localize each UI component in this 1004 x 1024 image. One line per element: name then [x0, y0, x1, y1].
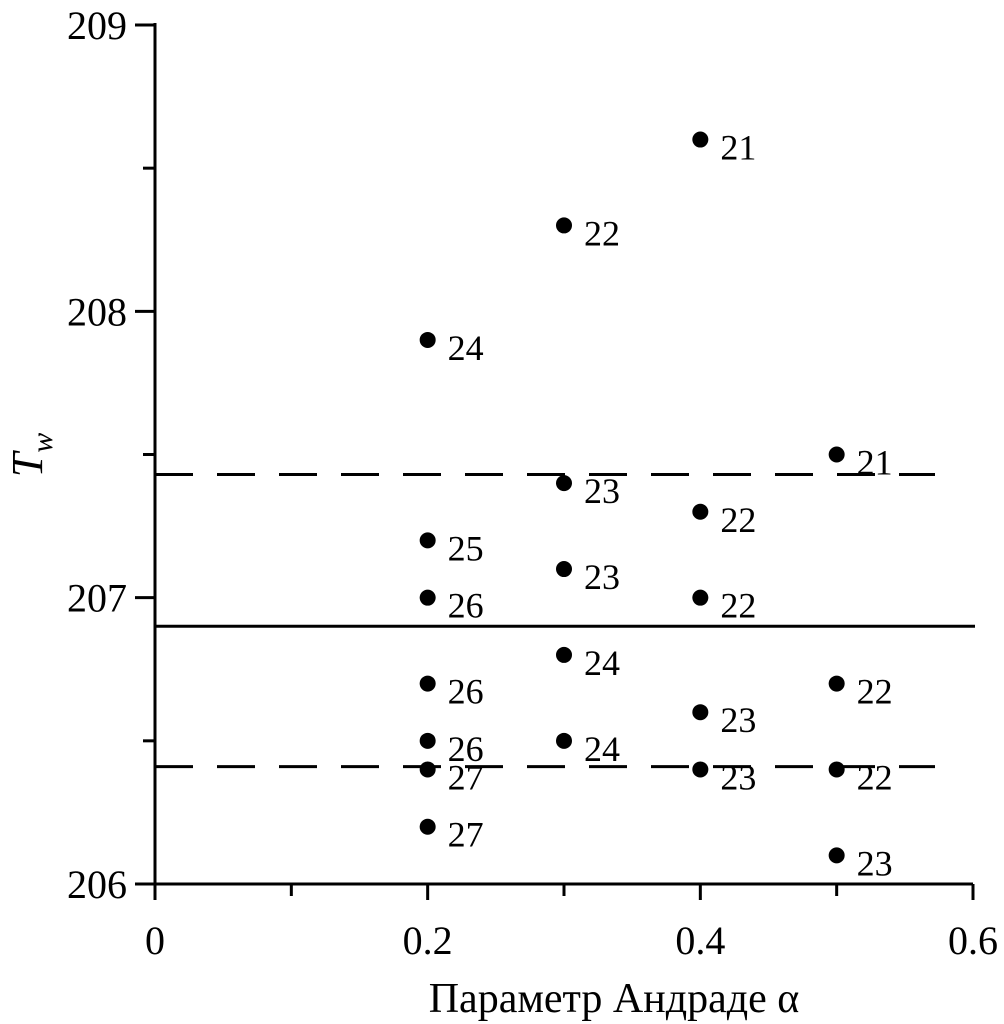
- y-axis-title: Tw: [3, 433, 59, 478]
- point: [419, 818, 436, 835]
- point: [828, 675, 845, 692]
- point: [692, 761, 709, 778]
- point-label: 26: [448, 729, 484, 769]
- point-label: 23: [584, 471, 620, 511]
- point: [692, 131, 709, 148]
- point-label: 22: [720, 586, 756, 626]
- point-label: 25: [448, 528, 484, 568]
- y-tick-label: 206: [67, 862, 127, 907]
- point-label: 27: [448, 757, 484, 797]
- point: [692, 503, 709, 520]
- point: [692, 704, 709, 721]
- point-label: 22: [584, 213, 620, 253]
- point-label: 21: [857, 443, 893, 483]
- point-label: 22: [720, 500, 756, 540]
- point: [556, 475, 572, 492]
- x-tick-label: 0.2: [403, 918, 453, 963]
- y-axis-title-sub: w: [26, 433, 59, 453]
- point-label: 22: [857, 757, 893, 797]
- y-axis-title-main: T: [3, 449, 52, 477]
- point: [828, 446, 845, 463]
- y-tick-label: 207: [67, 576, 127, 621]
- x-tick-label: 0.6: [948, 918, 998, 963]
- point: [556, 561, 572, 578]
- point: [556, 217, 572, 234]
- point: [828, 847, 845, 864]
- point: [556, 732, 572, 749]
- point: [419, 761, 436, 778]
- y-tick-label: 209: [67, 3, 127, 48]
- point: [692, 589, 709, 606]
- point: [419, 675, 436, 692]
- point-label: 24: [448, 328, 484, 368]
- point-label: 27: [448, 815, 484, 855]
- x-tick-label: 0: [145, 918, 165, 963]
- point: [419, 331, 436, 348]
- point-label: 22: [857, 672, 893, 712]
- point-label: 23: [857, 843, 893, 883]
- point: [828, 761, 845, 778]
- point: [556, 646, 572, 663]
- point-label: 23: [720, 757, 756, 797]
- point: [419, 589, 436, 606]
- point-label: 24: [584, 729, 620, 769]
- y-tick-label: 208: [67, 289, 127, 334]
- point-label: 23: [584, 557, 620, 597]
- point-label: 21: [720, 128, 756, 168]
- x-axis-title: Параметр Андраде α: [429, 976, 800, 1022]
- point-label: 23: [720, 700, 756, 740]
- point-label: 26: [448, 586, 484, 626]
- point: [419, 532, 436, 549]
- x-tick-label: 0.4: [675, 918, 725, 963]
- point-label: 24: [584, 643, 620, 683]
- point-label: 26: [448, 672, 484, 712]
- point: [419, 732, 436, 749]
